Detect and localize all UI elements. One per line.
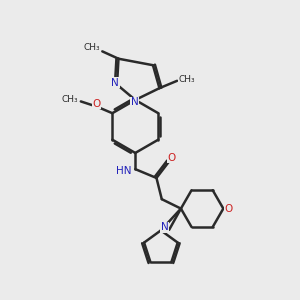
Text: O: O <box>224 204 233 214</box>
Text: CH₃: CH₃ <box>84 43 100 52</box>
Text: CH₃: CH₃ <box>61 95 78 104</box>
Text: HN: HN <box>116 166 132 176</box>
Text: CH₃: CH₃ <box>178 74 195 83</box>
Text: O: O <box>92 99 101 109</box>
Text: N: N <box>131 97 139 107</box>
Text: O: O <box>168 153 176 163</box>
Text: N: N <box>111 78 119 88</box>
Text: N: N <box>160 222 168 233</box>
